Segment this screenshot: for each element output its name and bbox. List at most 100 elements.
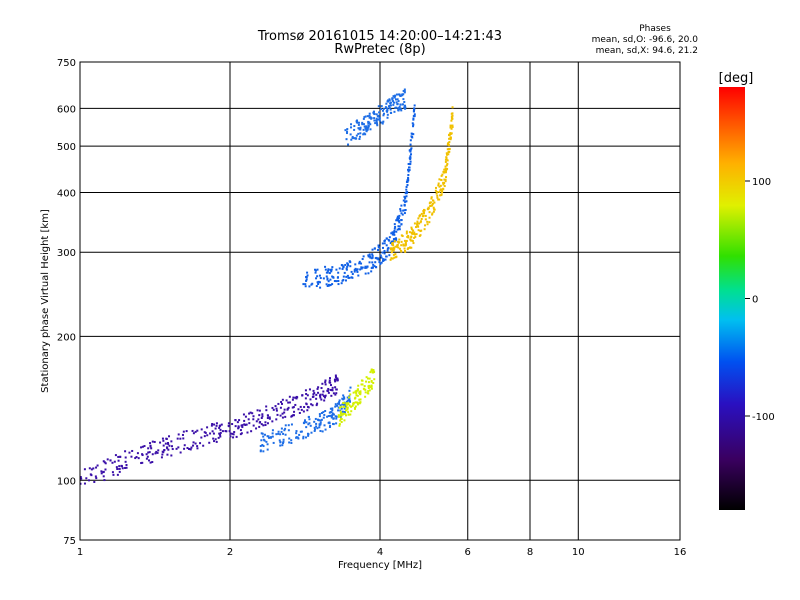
data-point <box>125 464 128 467</box>
data-point <box>402 103 405 106</box>
data-point <box>204 431 207 434</box>
data-point <box>218 432 221 435</box>
data-point <box>437 198 440 201</box>
data-point <box>355 134 358 137</box>
data-point <box>326 415 329 418</box>
data-point <box>317 391 320 394</box>
data-point <box>381 122 384 125</box>
data-point <box>382 246 385 249</box>
data-point <box>403 90 406 93</box>
y-tick-label: 500 <box>57 142 76 153</box>
data-point <box>332 422 335 425</box>
data-point <box>335 280 338 283</box>
data-point <box>406 184 409 187</box>
data-point <box>140 462 143 465</box>
data-point <box>352 137 355 140</box>
data-point <box>378 117 381 120</box>
data-point <box>309 424 312 427</box>
data-point <box>102 475 105 478</box>
data-point <box>162 439 165 442</box>
data-point <box>400 223 403 226</box>
data-point <box>350 270 353 273</box>
data-point <box>382 107 385 110</box>
data-point <box>441 173 444 176</box>
data-point <box>331 283 334 286</box>
data-point <box>124 466 127 469</box>
data-point <box>321 393 324 396</box>
data-point <box>444 169 447 172</box>
data-point <box>232 436 235 439</box>
data-point <box>381 109 384 112</box>
data-point <box>435 186 438 189</box>
data-point <box>345 138 348 141</box>
data-point <box>451 124 454 127</box>
data-point <box>364 266 367 269</box>
data-point <box>393 256 396 259</box>
data-point <box>317 280 320 283</box>
data-point <box>161 453 164 456</box>
data-point <box>424 218 427 221</box>
data-point <box>281 412 284 415</box>
data-point <box>319 419 322 422</box>
data-point <box>365 376 368 379</box>
data-point <box>221 430 224 433</box>
data-point <box>402 199 405 202</box>
x-axis-label: Frequency [MHz] <box>338 560 422 571</box>
data-point <box>373 113 376 116</box>
data-point <box>441 190 444 193</box>
data-point <box>393 240 396 243</box>
data-point <box>267 435 270 438</box>
data-point <box>444 180 447 183</box>
data-point <box>304 283 307 286</box>
data-point <box>350 276 353 279</box>
data-point <box>429 205 432 208</box>
data-point <box>335 388 338 391</box>
data-point <box>374 122 377 125</box>
data-point <box>175 447 178 450</box>
data-point <box>218 426 221 429</box>
y-tick-label: 300 <box>57 248 76 259</box>
data-point <box>388 105 391 108</box>
data-point <box>410 246 413 249</box>
data-point <box>367 255 370 258</box>
data-point <box>422 212 425 215</box>
data-point <box>407 177 410 180</box>
data-point <box>404 197 407 200</box>
data-point <box>412 117 415 120</box>
data-point <box>358 260 361 263</box>
data-point <box>390 257 393 260</box>
data-point <box>316 418 319 421</box>
data-point <box>358 135 361 138</box>
data-point <box>354 263 357 266</box>
data-point <box>394 237 397 240</box>
data-point <box>137 457 140 460</box>
data-point <box>177 433 180 436</box>
data-point <box>368 116 371 119</box>
data-point <box>402 98 405 101</box>
data-point <box>349 386 352 389</box>
data-point <box>219 433 222 436</box>
data-point <box>367 126 370 129</box>
data-point <box>182 437 185 440</box>
data-point <box>327 269 330 272</box>
data-point <box>378 111 381 114</box>
data-point <box>279 433 282 436</box>
data-point <box>349 393 352 396</box>
data-point <box>387 238 390 241</box>
data-point <box>438 178 441 181</box>
data-point <box>414 235 417 238</box>
data-point <box>350 410 353 413</box>
data-point <box>363 116 366 119</box>
data-point <box>364 115 367 118</box>
data-point <box>413 236 416 239</box>
data-point <box>318 281 321 284</box>
data-point <box>146 455 149 458</box>
data-point <box>355 394 358 397</box>
data-point <box>445 176 448 179</box>
data-point <box>100 470 103 473</box>
data-point <box>233 431 236 434</box>
data-point <box>151 453 154 456</box>
data-point <box>90 468 93 471</box>
data-point <box>362 387 365 390</box>
data-point <box>338 401 341 404</box>
